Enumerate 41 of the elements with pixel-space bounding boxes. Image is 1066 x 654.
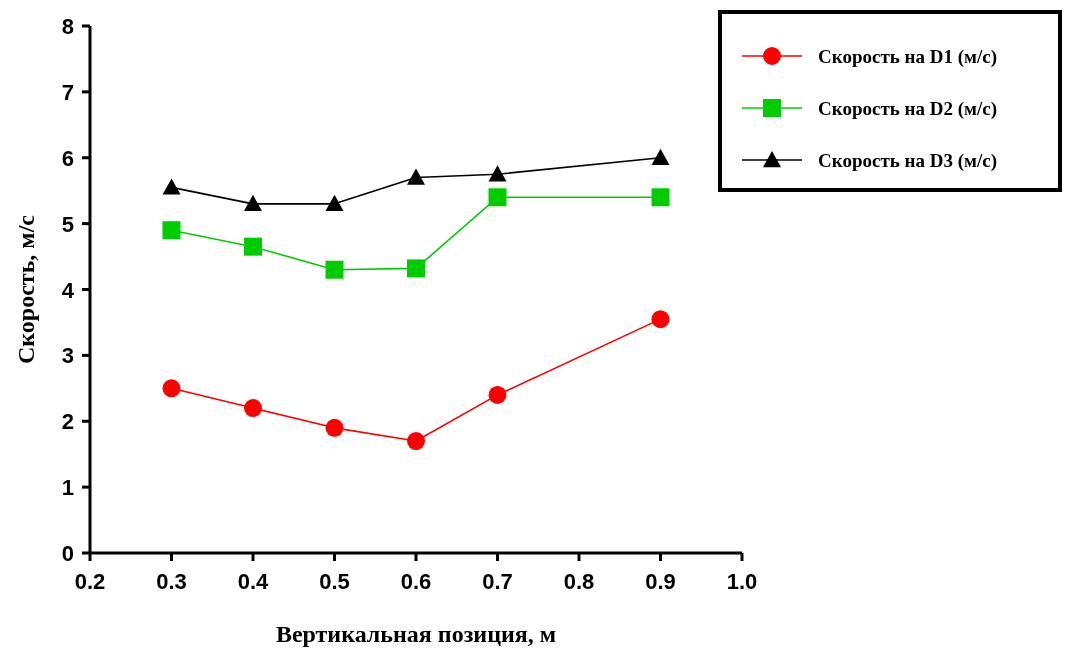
x-tick-label: 0.9: [645, 569, 676, 594]
x-axis-title: Вертикальная позиция, м: [275, 621, 557, 647]
point: [162, 221, 181, 240]
y-tick-label: 1: [61, 475, 74, 501]
y-tick-label: 7: [61, 79, 74, 105]
y-tick-label: 2: [61, 409, 74, 435]
point: [651, 310, 670, 329]
point: [162, 178, 181, 195]
legend-label: Скорость на D2 (м/с): [818, 98, 998, 120]
point: [162, 379, 181, 398]
point: [244, 194, 262, 212]
y-tick-label: 0: [61, 541, 74, 566]
point: [488, 188, 507, 207]
y-tick-label: 5: [61, 211, 74, 237]
x-tick-label: 0.8: [563, 569, 595, 594]
point: [488, 165, 507, 182]
point: [325, 418, 344, 437]
legend-label: Скорость на D3 (м/с): [818, 150, 998, 172]
x-tick-label: 0.7: [482, 569, 513, 594]
point: [244, 237, 262, 256]
point: [325, 260, 344, 279]
x-tick-label: 1.0: [726, 569, 758, 594]
y-tick-label: 4: [61, 277, 75, 303]
point: [325, 194, 344, 212]
x-tick-label: 0.2: [74, 569, 106, 594]
point: [488, 385, 507, 404]
x-tick-label: 0.3: [156, 569, 187, 594]
y-tick-label: 3: [61, 343, 74, 369]
point: [244, 399, 262, 418]
point: [651, 188, 670, 207]
y-axis-title: Скорость, м/с: [13, 214, 39, 364]
y-tick-label: 8: [61, 14, 74, 39]
point: [651, 148, 670, 165]
point: [407, 432, 425, 451]
x-tick-label: 0.4: [237, 569, 270, 594]
x-tick-label: 0.5: [319, 569, 350, 594]
point: [407, 168, 425, 185]
y-tick-label: 6: [61, 145, 74, 171]
legend-label: Скорость на D1 (м/с): [818, 46, 998, 68]
point: [407, 259, 425, 278]
x-tick-label: 0.6: [400, 569, 432, 594]
